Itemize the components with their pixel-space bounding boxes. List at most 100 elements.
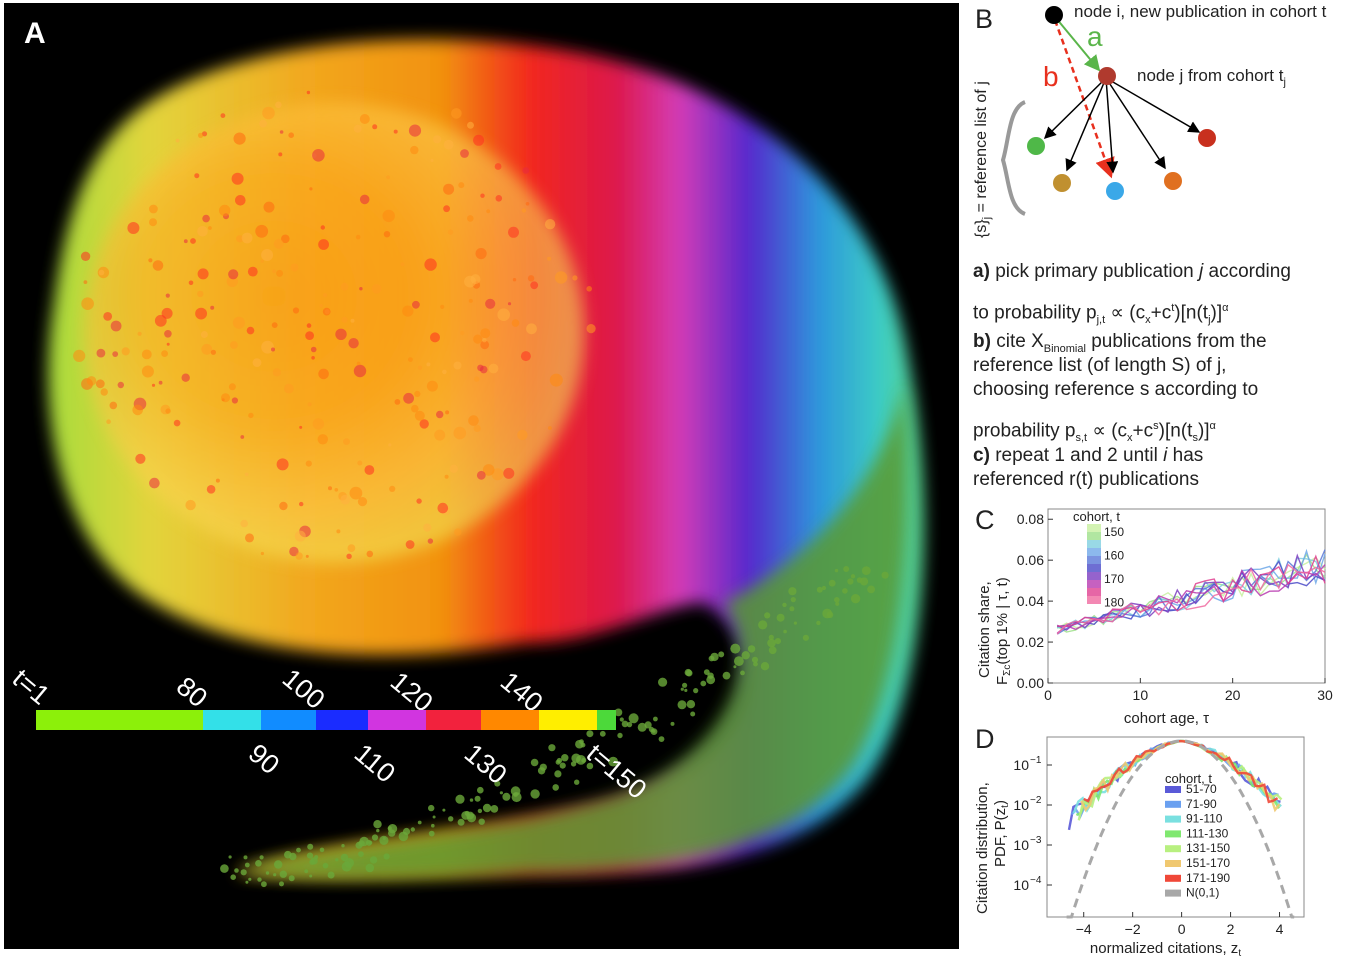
- network-node-dot: [322, 862, 329, 869]
- network-node-dot: [210, 305, 215, 310]
- network-node-dot: [190, 238, 196, 244]
- network-node-dot: [386, 175, 391, 180]
- network-node-dot: [821, 585, 827, 591]
- x-axis-label: normalized citations, zt: [1090, 940, 1241, 957]
- y-tick-exponent: −4: [1030, 875, 1042, 886]
- network-node-dot: [336, 529, 341, 534]
- network-node-dot: [230, 341, 238, 349]
- network-node-dot: [768, 646, 777, 655]
- network-node-dot: [185, 499, 196, 511]
- network-node-dot: [497, 308, 511, 322]
- reference-list-brace: [1000, 100, 1026, 216]
- network-node-dot: [327, 871, 335, 879]
- network-node-dot: [319, 304, 323, 308]
- network-node-dot: [690, 711, 696, 717]
- legend-swatch: [1087, 580, 1101, 588]
- network-node-dot: [708, 655, 715, 662]
- network-node-dot: [507, 302, 512, 306]
- network-node-dot: [292, 307, 300, 314]
- network-node-dot: [347, 544, 356, 552]
- network-node-dot: [753, 661, 758, 667]
- network-node-dot: [299, 501, 304, 507]
- network-node-dot: [220, 864, 229, 873]
- network-node-dot: [262, 106, 275, 120]
- network-node-dot: [393, 129, 398, 134]
- network-node-dot: [340, 853, 349, 862]
- network-node-dot: [843, 566, 850, 572]
- network-node-dot: [371, 834, 379, 841]
- network-node-dot: [359, 287, 363, 291]
- cohort-colorbar: [36, 710, 616, 730]
- network-node-dot: [233, 132, 246, 145]
- network-node-dot: [788, 587, 797, 596]
- network-node-dot: [548, 744, 556, 752]
- network-node-dot: [730, 643, 741, 654]
- network-node-dot: [547, 256, 552, 261]
- y-tick-label: 10: [1013, 757, 1029, 773]
- network-node-dot: [311, 356, 315, 360]
- network-node-dot: [402, 305, 414, 317]
- network-node-dot: [198, 132, 204, 138]
- network-node-dot: [559, 762, 566, 769]
- network-node-dot: [340, 282, 349, 291]
- network-node-dot: [453, 361, 462, 370]
- network-node-dot: [586, 324, 596, 334]
- network-node-dot: [127, 222, 140, 234]
- network-node-dot: [834, 597, 840, 603]
- network-node-dot: [658, 677, 668, 687]
- network-node-dot: [275, 101, 282, 109]
- network-node-dot: [774, 638, 782, 645]
- network-node-dot: [734, 656, 744, 666]
- network-node-dot: [494, 163, 502, 170]
- network-node-dot: [364, 465, 375, 475]
- network-node-dot: [228, 383, 236, 391]
- step-a-formula: to probability pj,t ∝ (cx+ct)[n(tj)]α: [973, 302, 1229, 327]
- network-node-dot: [451, 108, 462, 119]
- network-node-dot: [231, 172, 244, 185]
- x-tick-label: 4: [1276, 921, 1284, 937]
- network-node-dot: [400, 262, 405, 267]
- network-node-dot: [789, 606, 795, 612]
- network-node-dot: [776, 613, 785, 622]
- network-node-dot: [228, 855, 232, 859]
- x-axis-label: cohort age, τ: [1124, 710, 1209, 727]
- network-node-dot: [556, 757, 563, 764]
- cohort-series-line: [1056, 563, 1326, 635]
- network-node-dot: [359, 194, 370, 205]
- network-node-dot: [434, 429, 446, 441]
- network-node-dot: [95, 379, 105, 389]
- network-node-dot: [322, 307, 331, 316]
- network-node-dot: [488, 363, 499, 374]
- network-node-dot: [522, 167, 530, 174]
- ref-node: [1053, 174, 1071, 192]
- network-node-dot: [628, 713, 639, 724]
- network-node-dot: [408, 124, 422, 137]
- network-node-dot: [733, 665, 737, 669]
- network-node-dot: [232, 316, 245, 329]
- network-node-dot: [194, 173, 200, 179]
- network-node-dot: [81, 297, 94, 311]
- network-node-dot: [637, 722, 647, 732]
- network-node-dot: [307, 402, 312, 407]
- network-node-dot: [341, 844, 345, 848]
- node-j-label: node j from cohort tj: [1137, 66, 1286, 89]
- network-node-dot: [296, 847, 301, 853]
- network-node-dot: [373, 820, 382, 829]
- network-node-dot: [357, 497, 368, 507]
- network-node-dot: [110, 320, 122, 332]
- network-node-dot: [619, 717, 624, 722]
- network-node-dot: [474, 376, 480, 382]
- network-node-dot: [149, 204, 158, 214]
- legend-swatch: [1087, 532, 1101, 540]
- legend-swatch: [1165, 874, 1181, 882]
- network-node-dot: [718, 651, 725, 658]
- legend-swatch: [1087, 596, 1101, 604]
- network-node-dot: [490, 805, 499, 813]
- network-node-dot: [255, 224, 269, 238]
- network-node-dot: [73, 349, 86, 362]
- network-node-dot: [412, 300, 420, 309]
- network-node-dot: [677, 700, 687, 710]
- network-node-dot: [408, 357, 413, 362]
- y-tick-label: 0.00: [1017, 675, 1044, 691]
- network-node-dot: [197, 226, 208, 237]
